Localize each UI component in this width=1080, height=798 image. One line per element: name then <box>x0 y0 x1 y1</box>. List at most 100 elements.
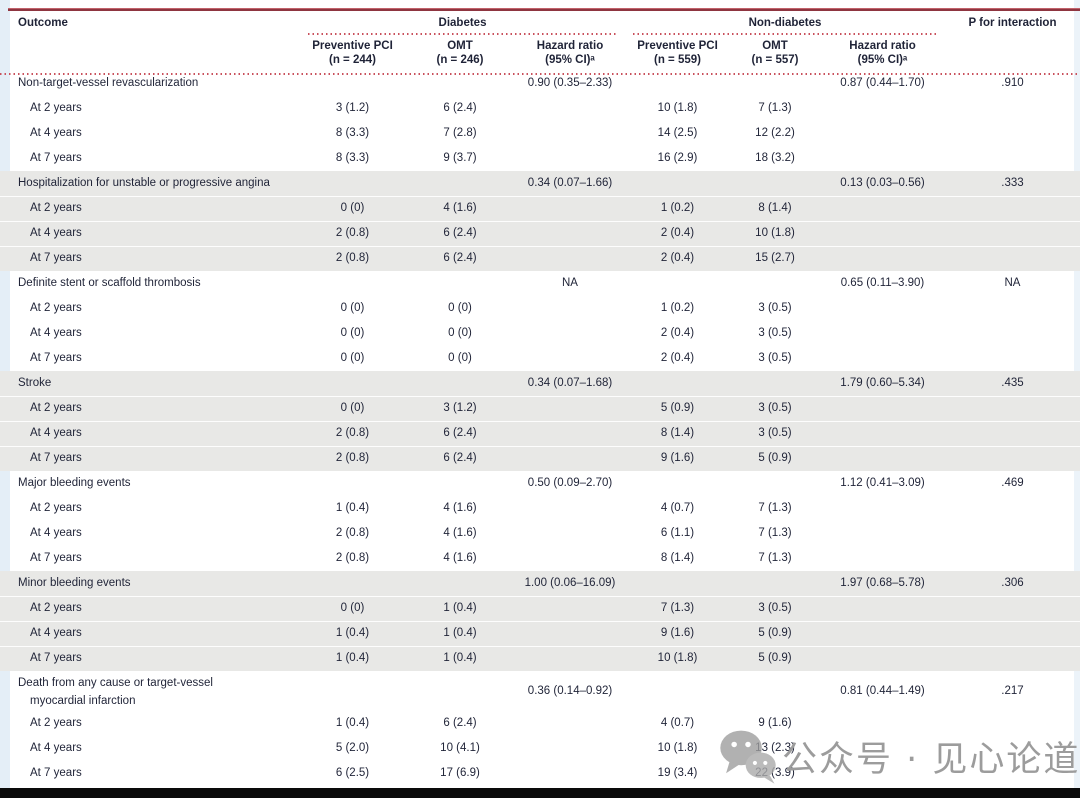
diabetes-omt-value: 6 (2.4) <box>443 227 477 239</box>
diabetes-pci-value: 5 (2.0) <box>335 742 370 754</box>
outcome-title-row: Stroke 0.34 (0.07–1.68) 1.79 (0.60–5.34) .4… <box>0 371 1080 396</box>
timepoint-row: At 2 years 0 (0) 0 (0) 1 (0.2) 3 (0.5) <box>0 296 1080 321</box>
diabetes-omt-value: 6 (2.4) <box>443 102 477 114</box>
diabetes-pci-value: 1 (0.4) <box>335 502 370 514</box>
nondiabetes-omt-value: 5 (0.9) <box>758 652 792 664</box>
diabetes-hazard-ratio: NA <box>562 277 578 289</box>
nondiabetes-omt-value: 5 (0.9) <box>758 452 792 464</box>
diabetes-omt-value: 0 (0) <box>448 352 472 364</box>
nondiabetes-omt-value: 15 (2.7) <box>755 252 795 264</box>
timepoint-label: At 2 years <box>30 717 82 729</box>
nondiabetes-pci-value: 5 (0.9) <box>660 402 695 414</box>
timepoint-label: At 7 years <box>30 452 82 464</box>
outcome-title-row: Minor bleeding events 1.00 (0.06–16.09) 1.… <box>0 571 1080 596</box>
nondiabetes-pci-value: 9 (1.6) <box>660 452 695 464</box>
nondiabetes-pci-value: 9 (1.6) <box>660 627 695 639</box>
p-for-interaction-value: NA <box>1004 277 1021 289</box>
nondiabetes-hazard-ratio: 0.81 (0.44–1.49) <box>840 684 925 697</box>
timepoint-row: At 2 years 1 (0.4) 4 (1.6) 4 (0.7) 7 (1.3) <box>0 496 1080 521</box>
nondiabetes-pci-value: 10 (1.8) <box>657 652 698 664</box>
table-body: Non-target-vessel revascularization 0.90 … <box>0 71 1080 786</box>
nondiabetes-omt-value: 7 (1.3) <box>758 552 792 564</box>
subheader-n: (95% CI)ᵃ <box>857 53 908 66</box>
outcome-section: Definite stent or scaffold thrombosis NA 0… <box>0 271 1080 371</box>
diabetes-omt-value: 1 (0.4) <box>443 602 477 614</box>
nondiabetes-pci-value: 6 (1.1) <box>660 527 695 539</box>
outcome-name: Death from any cause or target-vessel myo… <box>18 677 213 707</box>
nondiabetes-hazard-ratio: 0.87 (0.44–1.70) <box>840 77 925 89</box>
timepoint-row: At 4 years 2 (0.8) 6 (2.4) 8 (1.4) 3 (0.5) <box>0 421 1080 446</box>
subheader-n: (n = 559) <box>654 53 701 66</box>
nondiabetes-omt-value: 3 (0.5) <box>758 352 792 364</box>
wechat-icon <box>720 730 776 784</box>
diabetes-pci-value: 0 (0) <box>340 202 365 214</box>
outcome-name: Major bleeding events <box>18 477 131 489</box>
timepoint-label: At 4 years <box>30 742 82 754</box>
subheader-label: OMT <box>447 39 473 52</box>
column-header-nondiabetes-pci: Preventive PCI (n = 559) <box>625 39 730 67</box>
timepoint-label: At 7 years <box>30 767 82 779</box>
outcome-name: Minor bleeding events <box>18 577 131 589</box>
diabetes-pci-value: 2 (0.8) <box>335 227 370 239</box>
nondiabetes-omt-value: 3 (0.5) <box>758 302 792 314</box>
diabetes-pci-value: 1 (0.4) <box>335 717 370 729</box>
subheader-n: (n = 246) <box>436 53 484 66</box>
timepoint-label: At 2 years <box>30 402 82 414</box>
nondiabetes-pci-value: 2 (0.4) <box>660 227 695 239</box>
outcome-name: Definite stent or scaffold thrombosis <box>18 277 201 289</box>
header-divider-line <box>0 73 1080 75</box>
p-for-interaction-value: .333 <box>1001 177 1024 189</box>
timepoint-label: At 4 years <box>30 227 82 239</box>
watermark-text: 公众号 · 见心论道 <box>782 739 1080 780</box>
timepoint-label: At 2 years <box>30 102 82 114</box>
nondiabetes-omt-value: 3 (0.5) <box>758 402 792 414</box>
nondiabetes-pci-value: 16 (2.9) <box>657 152 698 164</box>
timepoint-label: At 4 years <box>30 127 82 139</box>
nondiabetes-omt-value: 10 (1.8) <box>755 227 795 239</box>
header-group-row: Outcome Diabetes Non-diabetes P for inte… <box>0 11 1080 36</box>
nondiabetes-pci-value: 4 (0.7) <box>660 502 695 514</box>
nondiabetes-hazard-ratio: 1.97 (0.68–5.78) <box>840 577 925 589</box>
diabetes-pci-value: 2 (0.8) <box>335 427 370 439</box>
nondiabetes-hazard-ratio: 1.79 (0.60–5.34) <box>840 377 925 389</box>
nondiabetes-pci-value: 1 (0.2) <box>660 202 695 214</box>
timepoint-row: At 4 years 8 (3.3) 7 (2.8) 14 (2.5) 12 (2.2) <box>0 121 1080 146</box>
nondiabetes-pci-value: 4 (0.7) <box>660 717 695 729</box>
diabetes-omt-value: 4 (1.6) <box>443 502 477 514</box>
outcome-section: Stroke 0.34 (0.07–1.68) 1.79 (0.60–5.34) .4… <box>0 371 1080 471</box>
nondiabetes-omt-value: 12 (2.2) <box>755 127 795 139</box>
timepoint-label: At 7 years <box>30 152 82 164</box>
outcome-title-row: Non-target-vessel revascularization 0.90 … <box>0 71 1080 96</box>
diabetes-omt-value: 7 (2.8) <box>443 127 477 139</box>
nondiabetes-pci-value: 7 (1.3) <box>660 602 695 614</box>
nondiabetes-omt-value: 8 (1.4) <box>758 202 792 214</box>
diabetes-pci-value: 6 (2.5) <box>335 767 370 779</box>
timepoint-label: At 4 years <box>30 327 82 339</box>
diabetes-pci-value: 8 (3.3) <box>335 152 370 164</box>
nondiabetes-omt-value: 5 (0.9) <box>758 627 792 639</box>
timepoint-row: At 4 years 1 (0.4) 1 (0.4) 9 (1.6) 5 (0.9) <box>0 621 1080 646</box>
diabetes-omt-value: 6 (2.4) <box>443 252 477 264</box>
column-header-diabetes-pci: Preventive PCI (n = 244) <box>300 39 405 67</box>
nondiabetes-pci-value: 8 (1.4) <box>660 552 695 564</box>
nondiabetes-pci-value: 2 (0.4) <box>660 352 695 364</box>
subheader-label: Hazard ratio <box>536 39 604 52</box>
diabetes-omt-value: 6 (2.4) <box>443 452 477 464</box>
outcome-name: Stroke <box>18 377 52 389</box>
diabetes-pci-value: 8 (3.3) <box>335 127 370 139</box>
diabetes-pci-value: 2 (0.8) <box>335 452 370 464</box>
diabetes-omt-value: 4 (1.6) <box>443 552 477 564</box>
timepoint-row: At 7 years 2 (0.8) 6 (2.4) 9 (1.6) 5 (0.9) <box>0 446 1080 471</box>
nondiabetes-pci-value: 8 (1.4) <box>660 427 695 439</box>
nondiabetes-omt-value: 7 (1.3) <box>758 502 792 514</box>
diabetes-pci-value: 0 (0) <box>340 302 365 314</box>
watermark: 公众号 · 见心论道 <box>718 728 1080 784</box>
diabetes-hazard-ratio: 0.50 (0.09–2.70) <box>527 477 613 489</box>
timepoint-label: At 2 years <box>30 302 82 314</box>
subheader-label: Hazard ratio <box>849 39 916 52</box>
header-subcolumn-row: Preventive PCI (n = 244) OMT (n = 246) H… <box>0 36 1080 69</box>
nondiabetes-pci-value: 2 (0.4) <box>660 327 695 339</box>
outcome-title-row: Definite stent or scaffold thrombosis NA 0… <box>0 271 1080 296</box>
diabetes-pci-value: 0 (0) <box>340 327 365 339</box>
outcome-title-row: Death from any cause or target-vessel myo… <box>0 671 1080 711</box>
